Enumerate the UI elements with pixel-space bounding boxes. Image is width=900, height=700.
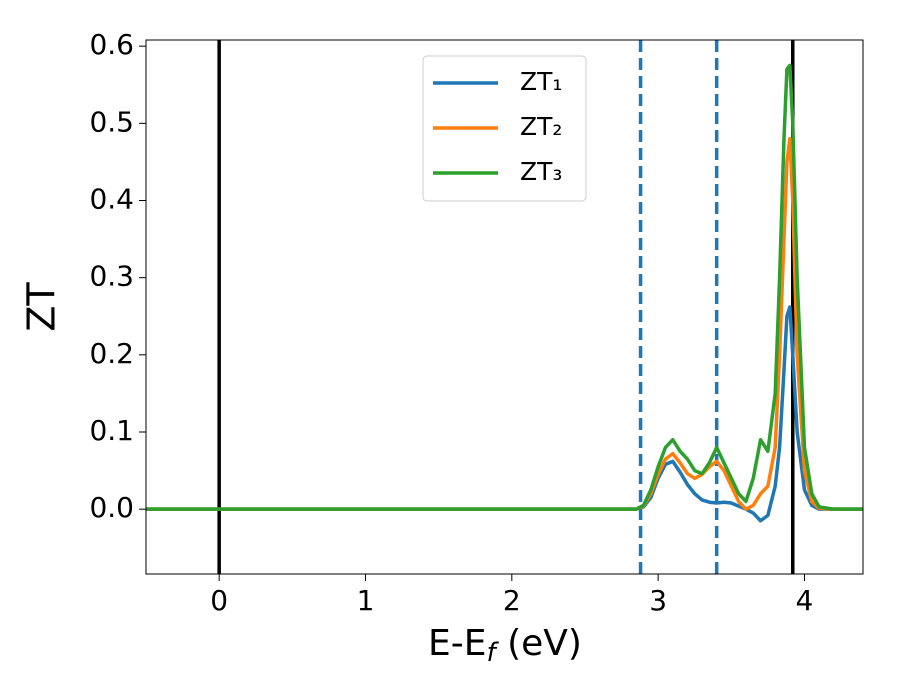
y-tick-label: 0.3 <box>89 260 134 293</box>
x-tick-label: 0 <box>210 584 228 617</box>
y-tick-label: 0.0 <box>89 491 134 524</box>
legend-label: ZT₁ <box>520 67 562 96</box>
series-line <box>146 305 863 523</box>
x-tick-label: 4 <box>796 584 814 617</box>
y-tick-label: 0.4 <box>89 183 134 216</box>
series-line <box>146 63 863 511</box>
y-tick-label: 0.1 <box>89 414 134 447</box>
x-tick-label: 3 <box>649 584 667 617</box>
x-axis-label: E-Ef (eV) <box>428 623 582 668</box>
x-tick-label: 2 <box>503 584 521 617</box>
legend-box <box>422 55 587 202</box>
legend-label: ZT₂ <box>520 112 562 141</box>
y-tick-label: 0.5 <box>89 105 134 138</box>
plot <box>146 40 863 574</box>
y-axis-label: ZT <box>20 282 64 332</box>
plot-frame <box>145 39 864 575</box>
series-line <box>146 137 863 511</box>
x-label-rest: (eV) <box>496 623 582 664</box>
y-tick-label: 0.2 <box>89 337 134 370</box>
x-label-main: E-E <box>428 623 486 664</box>
y-tick-label: 0.6 <box>89 28 134 61</box>
legend-label: ZT₃ <box>520 157 562 186</box>
x-tick-label: 1 <box>357 584 375 617</box>
